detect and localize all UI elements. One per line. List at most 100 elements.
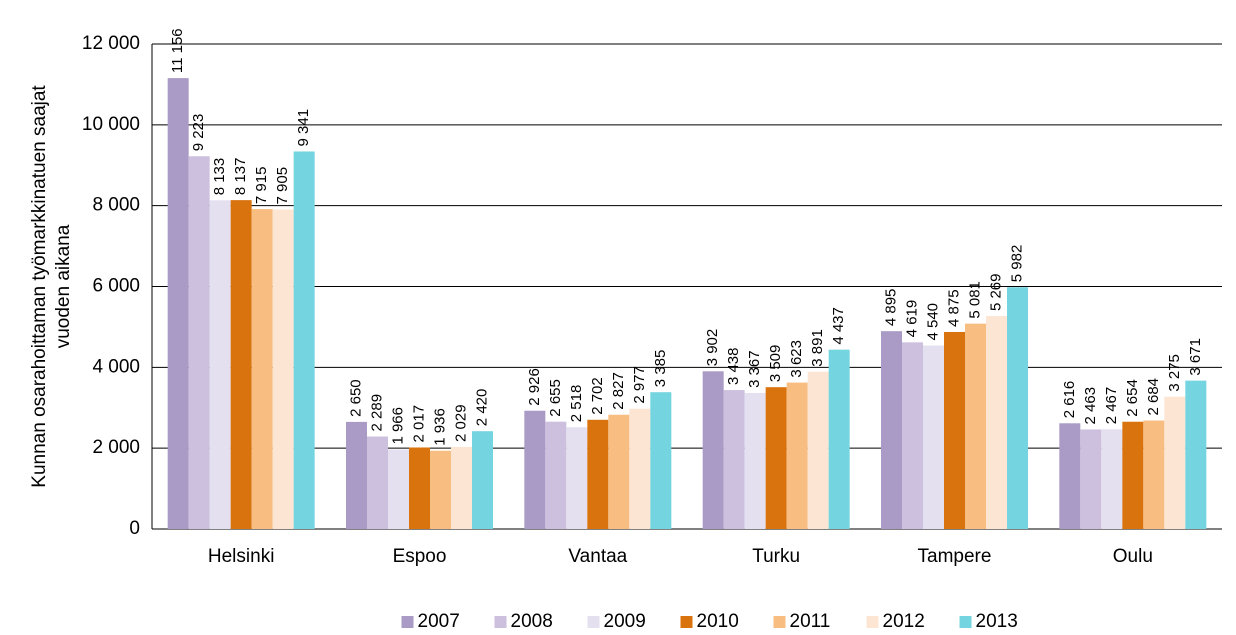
data-label: 3 438: [725, 348, 742, 386]
bar: [744, 392, 766, 529]
legend-label: 2007: [418, 611, 460, 632]
bar: [293, 151, 315, 530]
bar: [472, 431, 493, 529]
bar: [566, 427, 588, 529]
data-label: 1 936: [431, 408, 448, 446]
y-tick-label: 12 000: [82, 33, 140, 54]
data-label: 3 623: [788, 340, 805, 378]
data-label: 3 509: [767, 345, 784, 383]
bar: [230, 200, 252, 529]
bar: [723, 390, 745, 529]
data-label: 2 977: [631, 366, 648, 404]
x-tick-label: Turku: [752, 546, 800, 567]
data-label: 2 017: [410, 405, 427, 443]
bar: [272, 209, 294, 529]
bar: [1101, 429, 1123, 529]
data-label: 2 650: [347, 379, 364, 417]
bar: [786, 382, 808, 529]
data-label: 3 385: [652, 350, 669, 388]
data-label: 4 619: [903, 300, 920, 338]
bar: [944, 331, 965, 529]
data-label: 3 891: [809, 329, 826, 367]
bar: [451, 446, 472, 529]
bar: [1122, 421, 1144, 529]
bar: [167, 78, 189, 529]
data-label: 3 671: [1187, 338, 1204, 376]
legend-swatch: [959, 616, 972, 628]
bar: [965, 323, 986, 529]
y-tick-label: 10 000: [82, 114, 140, 135]
x-tick-label: Espoo: [393, 546, 447, 567]
data-label: 2 702: [589, 377, 606, 415]
x-tick-label: Helsinki: [208, 546, 275, 567]
bar: [629, 408, 651, 529]
bar: [409, 447, 430, 529]
data-label: 4 895: [882, 289, 899, 327]
legend-label: 2013: [976, 611, 1018, 632]
bar: [388, 449, 409, 529]
data-label: 2 616: [1061, 381, 1078, 419]
bar: [1143, 420, 1165, 529]
data-label: 9 341: [295, 109, 312, 147]
bar: [923, 345, 944, 529]
legend-label: 2010: [697, 611, 739, 632]
bar: [881, 331, 902, 529]
data-label: 2 029: [452, 404, 469, 442]
bar: [524, 410, 546, 529]
y-tick-label: 4 000: [92, 356, 140, 377]
data-label: 5 081: [966, 281, 983, 319]
bar: [807, 371, 829, 529]
legend-swatch: [401, 616, 414, 628]
bar: [251, 209, 273, 529]
data-label: 3 275: [1166, 354, 1183, 392]
data-label: 4 540: [924, 303, 941, 341]
bar: [702, 371, 724, 529]
data-label: 2 684: [1145, 378, 1162, 416]
data-label: 5 269: [987, 273, 1004, 311]
legend-label: 2009: [604, 611, 646, 632]
data-label: 2 654: [1124, 379, 1141, 417]
legend-label: 2012: [883, 611, 925, 632]
bar: [1164, 396, 1186, 529]
legend-swatch: [494, 616, 507, 628]
bar: [1007, 287, 1028, 529]
data-label: 2 420: [473, 389, 490, 427]
bar: [188, 156, 210, 530]
bar: [1185, 380, 1207, 529]
legend-swatch: [773, 616, 786, 628]
bar: [986, 316, 1007, 529]
bar: [828, 349, 850, 529]
bar: [1059, 423, 1081, 529]
x-tick-label: Tampere: [918, 546, 992, 567]
legend-label: 2011: [790, 611, 831, 632]
bar: [346, 421, 367, 529]
y-axis-label: vuoden aikana: [53, 224, 74, 348]
data-label: 3 902: [704, 329, 721, 367]
data-label: 2 289: [368, 394, 385, 432]
data-label: 2 655: [547, 379, 564, 417]
bar: [430, 450, 451, 529]
bar: [608, 414, 630, 529]
data-label: 11 156: [169, 28, 186, 73]
legend-swatch: [866, 616, 879, 628]
bar: [650, 392, 672, 529]
data-label: 9 223: [190, 114, 207, 152]
legend-swatch: [680, 616, 693, 628]
y-tick-label: 6 000: [92, 276, 140, 297]
legend-swatch: [587, 616, 600, 628]
data-label: 8 137: [232, 158, 249, 196]
data-label: 4 437: [830, 307, 847, 345]
data-label: 5 982: [1008, 245, 1025, 283]
data-label: 7 905: [274, 167, 291, 205]
bar: [902, 342, 923, 529]
data-label: 2 467: [1103, 387, 1120, 425]
bar: [1080, 429, 1102, 529]
y-tick-label: 2 000: [92, 437, 140, 458]
bar: [545, 421, 567, 529]
y-tick-label: 0: [129, 518, 140, 539]
data-label: 8 133: [211, 158, 228, 196]
bar: [209, 200, 231, 529]
legend-label: 2008: [511, 611, 553, 632]
data-label: 2 518: [568, 385, 585, 423]
